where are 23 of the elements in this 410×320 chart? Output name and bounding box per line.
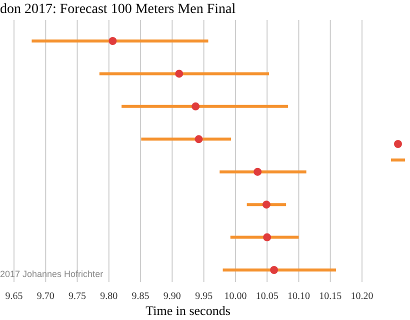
point <box>263 233 272 242</box>
x-tick-label: 10.15 <box>319 291 342 302</box>
x-tick-label: 9.70 <box>36 291 54 302</box>
x-tick-label: 9.65 <box>5 291 23 302</box>
point <box>194 135 203 144</box>
x-tick-label: 10.10 <box>287 291 310 302</box>
x-tick-label: 9.90 <box>163 291 181 302</box>
point <box>262 200 270 209</box>
x-axis-title: Time in seconds <box>146 303 230 318</box>
annotation: 2017 Johannes Hofrichter <box>0 269 104 279</box>
point <box>270 266 278 274</box>
x-tick-label: 10.20 <box>350 291 374 302</box>
point <box>254 168 262 176</box>
chart-title: don 2017: Forecast 100 Meters Men Final <box>0 2 236 17</box>
x-tick-label: 10.05 <box>256 291 278 302</box>
point <box>175 70 184 78</box>
x-tick-label: 9.95 <box>195 291 213 302</box>
x-tick-label: 9.75 <box>68 291 86 302</box>
point <box>108 37 117 45</box>
x-tick-label: 9.85 <box>132 291 150 302</box>
x-tick-label: 10.00 <box>224 291 247 302</box>
point <box>192 102 200 110</box>
x-tick-label: 9.80 <box>100 291 118 302</box>
